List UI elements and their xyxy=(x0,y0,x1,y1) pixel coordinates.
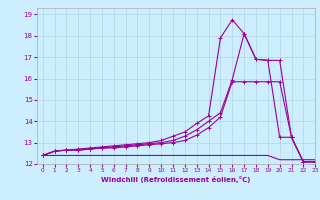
X-axis label: Windchill (Refroidissement éolien,°C): Windchill (Refroidissement éolien,°C) xyxy=(101,176,251,183)
